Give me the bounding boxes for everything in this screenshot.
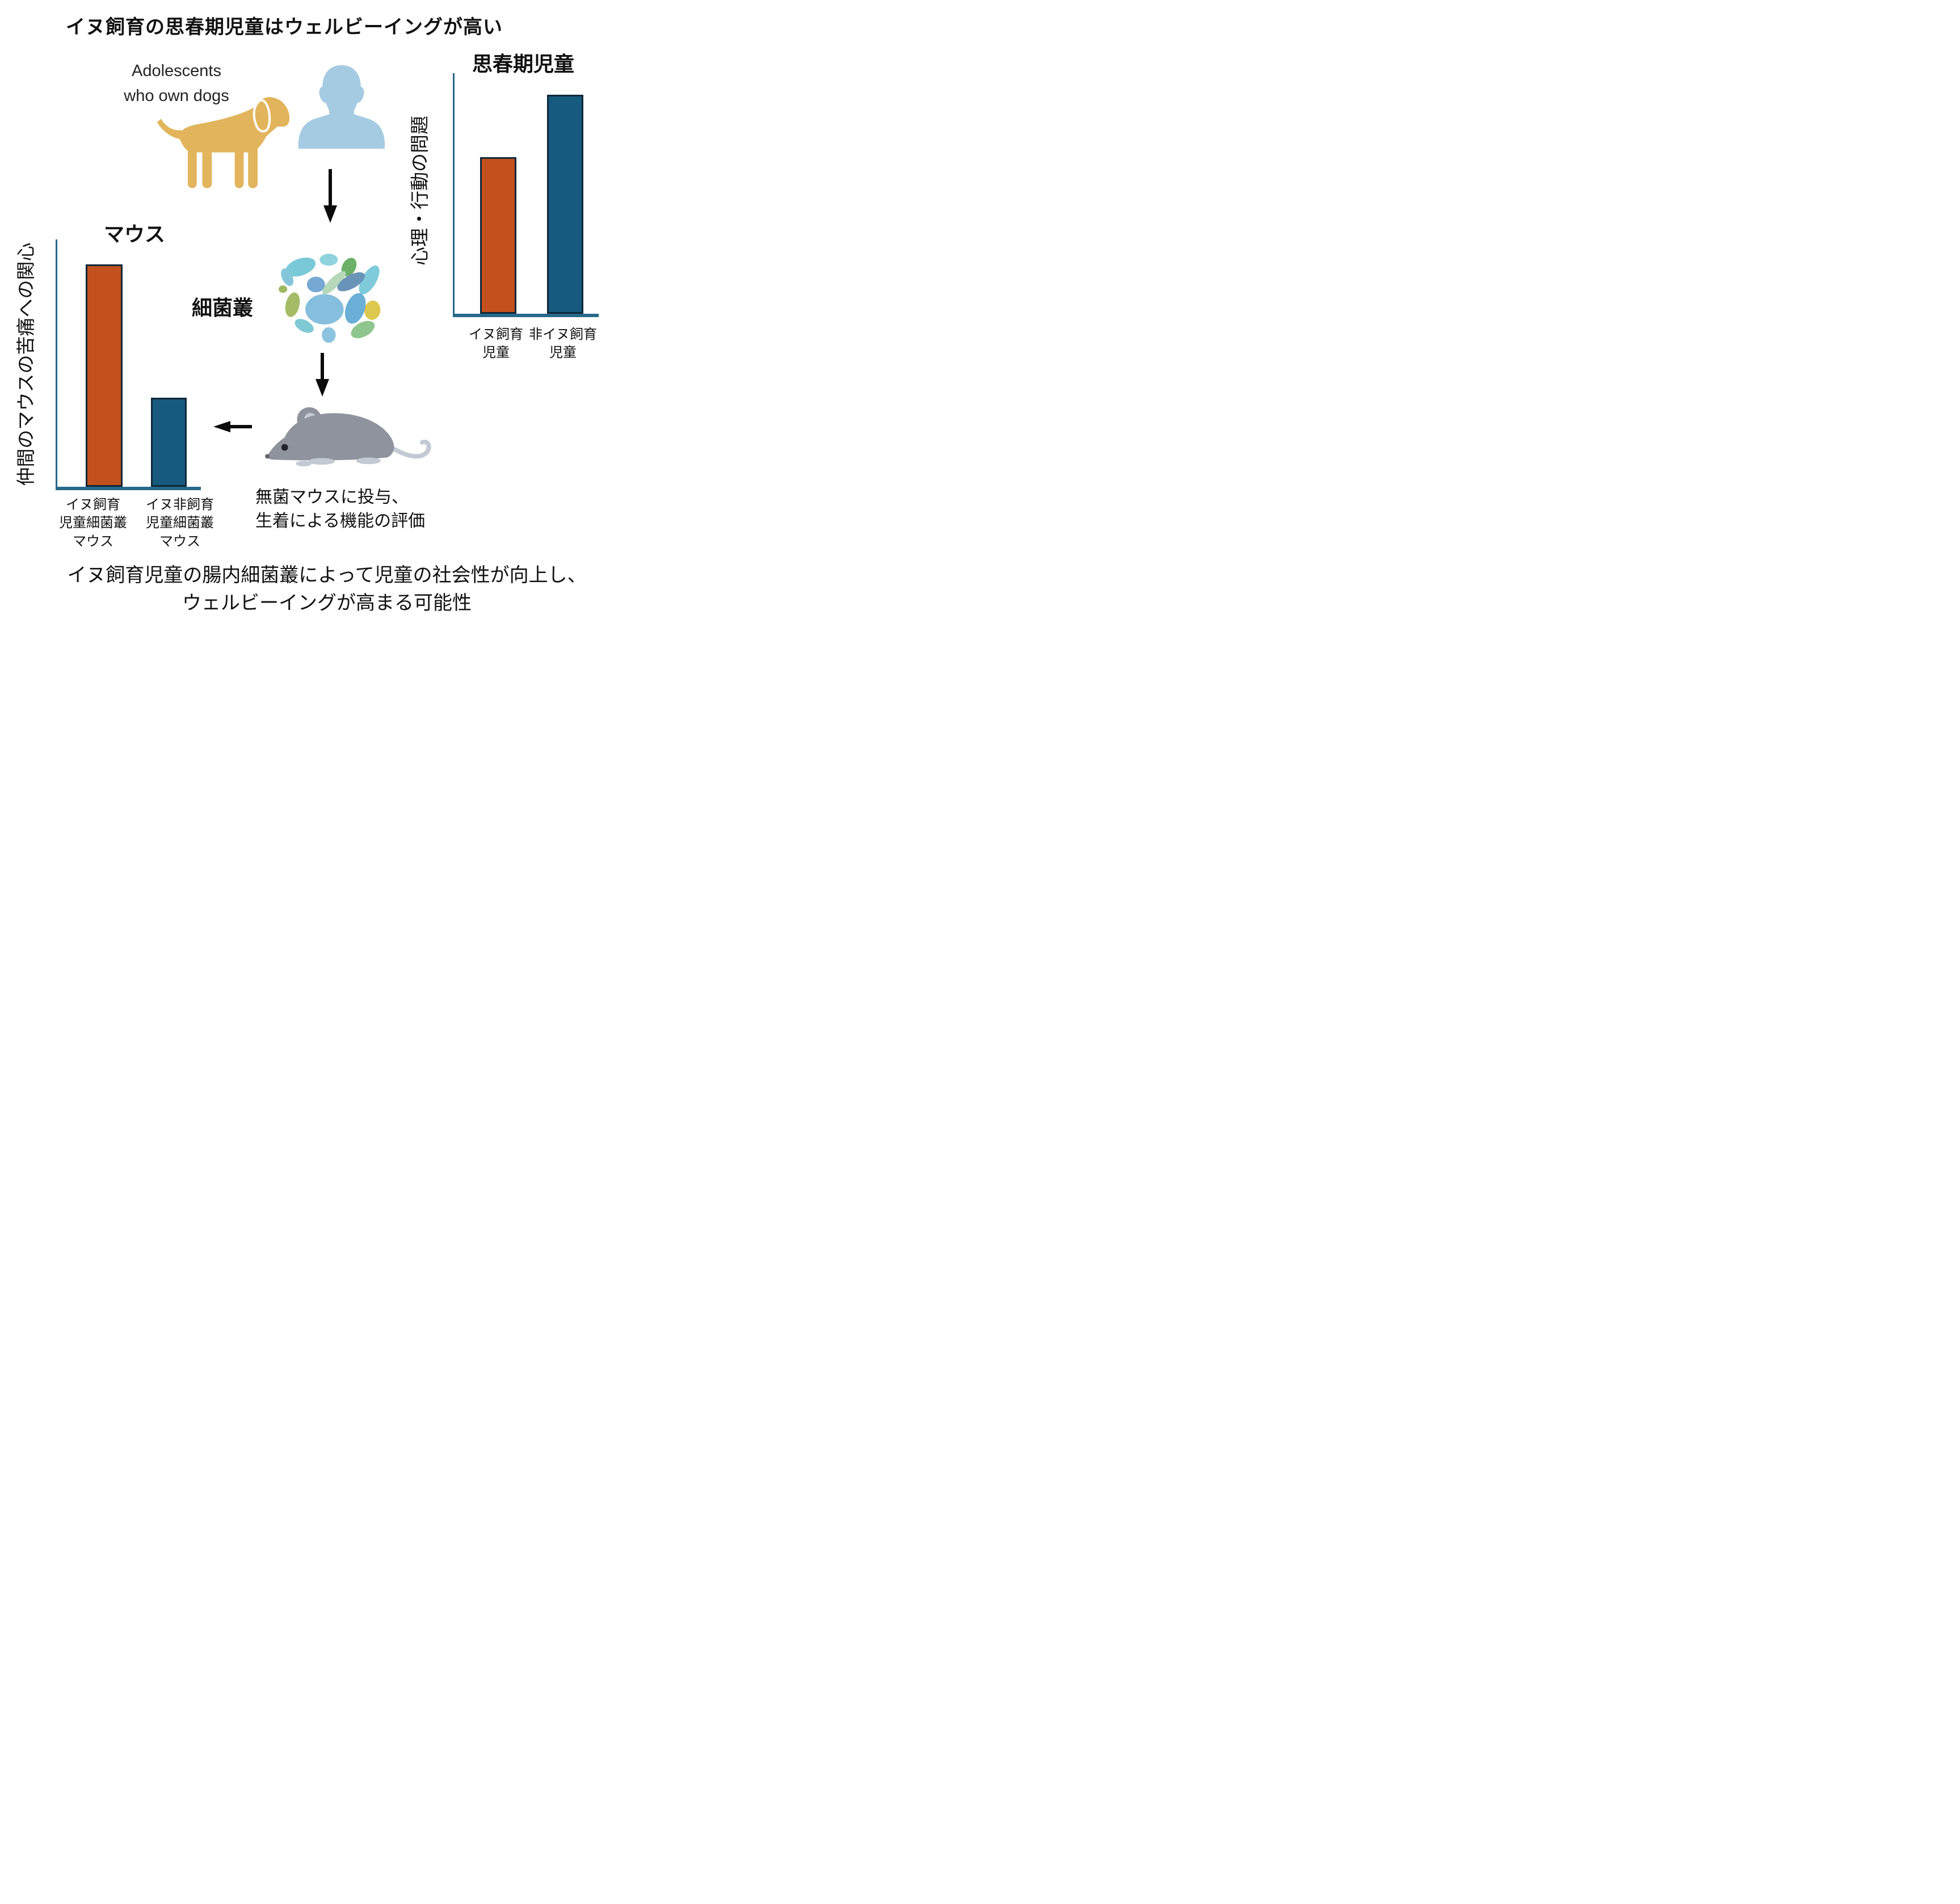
mice-chart-category-2: イヌ非飼育 児童細菌叢 マウス [146, 497, 214, 549]
mice-chart-title: マウス [103, 222, 166, 246]
bottom-caption-line2: ウェルビーイングが高まる可能性 [182, 592, 472, 614]
arrow-left-icon [213, 421, 252, 432]
bar-dog-owning-microbiome-mice [86, 264, 123, 487]
mouse-note: 無菌マウスに投与、 生着による機能の評価 [255, 486, 425, 533]
bar-dog-owning-children [480, 157, 516, 314]
mice-chart-ylabel: 仲間のマウスの苦痛への関心 [15, 242, 36, 486]
mouse-note-line1: 無菌マウスに投与、 [255, 488, 409, 507]
infographic-canvas: イヌ飼育の思春期児童はウェルビーイングが高い Adolescents who o… [0, 0, 654, 635]
adolescents-chart-category-2: 非イヌ飼育 児童 [529, 327, 597, 361]
mice-chart-plot [56, 239, 201, 490]
mouse-icon [265, 407, 431, 467]
arrow-down-icon [323, 169, 337, 223]
microbiome-label: 細菌叢 [191, 296, 253, 319]
page-title: イヌ飼育の思春期児童はウェルビーイングが高い [66, 16, 503, 38]
adolescents-label-line1: Adolescents [132, 62, 221, 80]
arrow-down-icon [316, 353, 329, 397]
bottom-caption: イヌ飼育児童の腸内細菌叢によって児童の社会性が向上し、 ウェルビーイングが高まる… [0, 562, 654, 618]
adolescents-label-line2: who own dogs [124, 86, 229, 105]
adolescents-chart-ylabel: 心理・行動の問題 [409, 116, 430, 266]
adolescents-label: Adolescents who own dogs [124, 59, 229, 108]
person-icon [298, 65, 385, 149]
mice-chart-category-1: イヌ飼育 児童細菌叢 マウス [59, 497, 127, 549]
mouse-note-line2: 生着による機能の評価 [255, 512, 426, 530]
bar-non-dog-owning-microbiome-mice [151, 398, 187, 487]
microbiome-icon [279, 254, 381, 343]
adolescents-chart-title: 思春期児童 [472, 52, 575, 75]
adolescents-chart-plot [453, 73, 599, 317]
bar-non-dog-owning-children [547, 95, 583, 314]
adolescents-chart-category-1: イヌ飼育 児童 [469, 327, 523, 361]
dog-icon [157, 97, 290, 188]
bottom-caption-line1: イヌ飼育児童の腸内細菌叢によって児童の社会性が向上し、 [67, 565, 587, 586]
